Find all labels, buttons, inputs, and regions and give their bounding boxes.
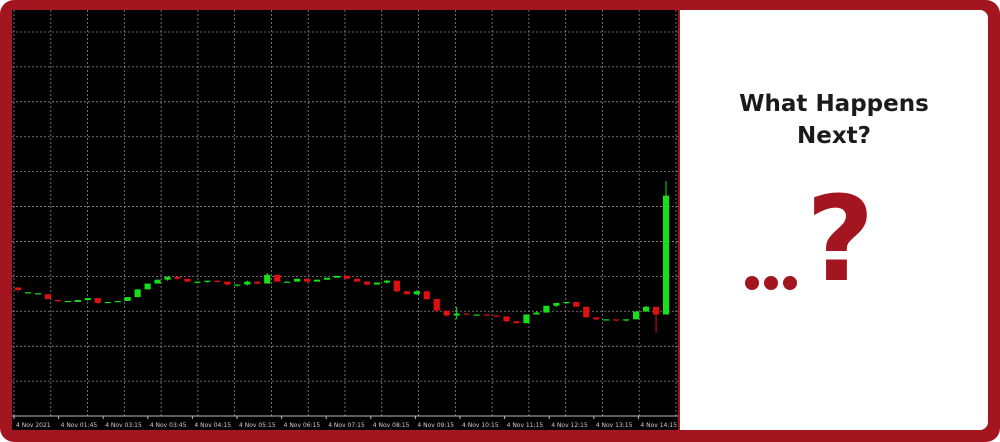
candle-body (473, 314, 480, 316)
candle-body (244, 281, 251, 285)
candle-body (593, 317, 600, 320)
candle-body (284, 281, 291, 283)
candle-body (274, 274, 281, 282)
chart-canvas: 4 Nov 2021 4 Nov 01:45 4 Nov 03:15 4 Nov 03… (12, 10, 678, 429)
ellipsis-dots (745, 272, 805, 292)
candle-body (44, 294, 51, 300)
candle-body (314, 279, 321, 282)
candle-body (423, 291, 430, 300)
candle-body (264, 274, 271, 284)
candle-body (353, 278, 361, 282)
candle-body (294, 278, 301, 282)
x-tick-label: 4 Nov 06:15 (284, 422, 321, 429)
candle-body (443, 310, 450, 316)
candle-body (613, 319, 620, 321)
candle-body (84, 298, 91, 300)
candle-body (662, 195, 670, 315)
x-tick-label: 4 Nov 14:15 (640, 422, 677, 429)
candle-body (323, 277, 331, 280)
candle-body (333, 275, 341, 278)
x-tick-label: 4 Nov 2021 (16, 422, 51, 429)
candle-body (174, 276, 181, 279)
headline-line-1: What Happens (739, 91, 929, 117)
candle-body (563, 301, 570, 304)
x-tick-label: 4 Nov 10:15 (462, 422, 499, 429)
ellipsis-dot (745, 276, 759, 290)
candle-body (64, 300, 71, 303)
candle-body (343, 275, 351, 279)
candle-body (543, 305, 550, 313)
candle-body (393, 280, 400, 292)
candle-body (363, 281, 371, 285)
candle-body (184, 278, 191, 282)
x-tick-label: 4 Nov 03:45 (150, 422, 187, 429)
candle-body (214, 280, 221, 282)
candle-body (114, 300, 121, 303)
x-tick-label: 4 Nov 13:15 (596, 422, 633, 429)
candle-body (583, 306, 590, 318)
candle-body (523, 314, 530, 324)
candle-body (24, 292, 32, 294)
teaser-panel: What Happens Next? (680, 10, 988, 430)
candle-body (34, 293, 42, 295)
question-mark: ? (806, 170, 875, 308)
candle-body (623, 319, 630, 321)
candle-body (413, 291, 420, 295)
candlestick-chart: 4 Nov 2021 4 Nov 01:45 4 Nov 03:15 4 Nov 03… (12, 10, 678, 430)
x-tick-label: 4 Nov 01:45 (61, 422, 98, 429)
x-tick-label: 4 Nov 03:15 (105, 422, 142, 429)
candle-body (553, 302, 560, 306)
candle-body (383, 280, 390, 283)
candle-body (124, 297, 131, 301)
candle-body (433, 299, 440, 311)
candle-body (373, 282, 380, 285)
candle-body (94, 298, 101, 303)
headline-line-2: Next? (796, 123, 872, 149)
candle-body (403, 291, 410, 295)
candle-body (204, 280, 211, 282)
candle-body (533, 312, 540, 315)
x-tick-label: 4 Nov 12:15 (551, 422, 588, 429)
candle-body (493, 315, 500, 317)
candle-body (164, 276, 171, 280)
candle-body (134, 289, 141, 298)
candle-body (74, 300, 81, 302)
candle-body (54, 300, 61, 302)
x-tick-label: 4 Nov 04:15 (194, 422, 231, 429)
candle-body (652, 306, 660, 315)
candle-body (483, 314, 490, 316)
candle-body (643, 306, 650, 312)
ellipsis-dot (764, 276, 778, 290)
candle-body (14, 287, 22, 291)
candle-body (603, 319, 610, 321)
ellipsis-dot (783, 276, 797, 290)
candle-body (234, 284, 241, 286)
x-tick-label: 4 Nov 11:15 (507, 422, 544, 429)
candle-body (254, 281, 261, 284)
headline: What Happens Next? (680, 88, 988, 152)
candle-body (154, 279, 161, 284)
candle-body (633, 311, 640, 320)
candle-body (104, 301, 111, 304)
candle-body (194, 281, 201, 283)
candle-body (503, 316, 510, 322)
candle-body (513, 321, 520, 324)
candle-body (453, 313, 460, 316)
x-tick-label: 4 Nov 08:15 (373, 422, 410, 429)
candle-body (144, 283, 151, 290)
candle-body (463, 313, 470, 315)
candle-body (304, 278, 311, 282)
candle-body (224, 281, 231, 285)
x-tick-label: 4 Nov 05:15 (239, 422, 276, 429)
x-tick-label: 4 Nov 07:15 (328, 422, 365, 429)
candle-body (573, 301, 580, 307)
x-tick-label: 4 Nov 09:15 (417, 422, 454, 429)
